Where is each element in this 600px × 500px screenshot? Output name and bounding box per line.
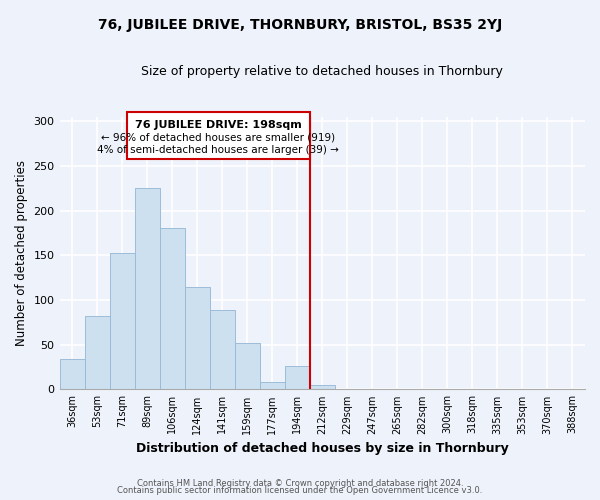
Text: 76, JUBILEE DRIVE, THORNBURY, BRISTOL, BS35 2YJ: 76, JUBILEE DRIVE, THORNBURY, BRISTOL, B… — [98, 18, 502, 32]
Title: Size of property relative to detached houses in Thornbury: Size of property relative to detached ho… — [142, 65, 503, 78]
Bar — [185, 286, 209, 390]
Text: Contains public sector information licensed under the Open Government Licence v3: Contains public sector information licen… — [118, 486, 482, 495]
Text: ← 96% of detached houses are smaller (919): ← 96% of detached houses are smaller (91… — [101, 132, 335, 142]
Bar — [85, 316, 110, 390]
FancyBboxPatch shape — [127, 112, 310, 158]
Text: 76 JUBILEE DRIVE: 198sqm: 76 JUBILEE DRIVE: 198sqm — [135, 120, 302, 130]
Bar — [160, 228, 185, 390]
Bar — [410, 388, 435, 390]
Bar — [285, 366, 310, 390]
Bar — [510, 388, 535, 390]
Bar — [235, 343, 260, 390]
Bar — [134, 188, 160, 390]
Text: 4% of semi-detached houses are larger (39) →: 4% of semi-detached houses are larger (3… — [97, 145, 340, 155]
Bar — [260, 382, 285, 390]
X-axis label: Distribution of detached houses by size in Thornbury: Distribution of detached houses by size … — [136, 442, 509, 455]
Bar — [209, 310, 235, 390]
Bar — [110, 254, 134, 390]
Text: Contains HM Land Registry data © Crown copyright and database right 2024.: Contains HM Land Registry data © Crown c… — [137, 478, 463, 488]
Bar — [310, 385, 335, 390]
Y-axis label: Number of detached properties: Number of detached properties — [15, 160, 28, 346]
Bar — [59, 359, 85, 390]
Bar — [560, 388, 585, 390]
